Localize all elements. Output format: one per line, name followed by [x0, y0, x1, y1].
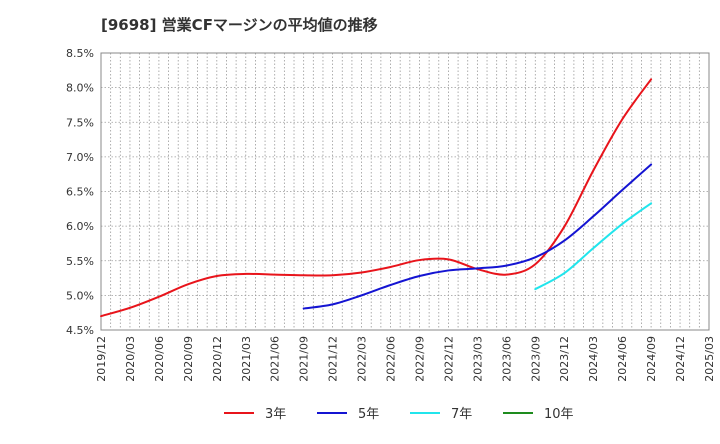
series-lines	[100, 78, 653, 318]
legend-label: 5年	[358, 407, 379, 422]
x-tick-label: 2024/03	[587, 336, 600, 382]
x-tick-label: 2022/03	[356, 336, 369, 382]
x-tick-label: 2024/12	[674, 336, 687, 382]
y-tick-label: 4.5%	[66, 324, 94, 337]
x-tick-label: 2021/03	[240, 336, 253, 382]
legend-label: 7年	[451, 407, 472, 422]
axes: 4.5% 5.0% 5.5% 6.0% 6.5% 7.0% 7.5% 8.0% 8.5% 2019…	[66, 47, 716, 382]
y-tick-label: 8.5%	[66, 47, 94, 60]
x-tick-label: 2023/12	[558, 336, 571, 382]
series-line-3	[534, 202, 653, 291]
chart-title: [9698] 営業CFマージンの平均値の推移	[101, 16, 378, 34]
x-tick-label: 2020/12	[211, 336, 224, 382]
x-tick-label: 2025/03	[703, 336, 716, 382]
y-tick-label: 5.5%	[66, 255, 94, 268]
x-tick-label: 2021/06	[269, 336, 282, 382]
x-tick-label: 2024/06	[616, 336, 629, 382]
plot-area	[101, 53, 709, 330]
x-tick-label: 2022/12	[442, 336, 455, 382]
x-tick-label: 2021/12	[327, 336, 340, 382]
series-line-1	[100, 78, 653, 318]
legend: 3年 5年 7年 10年	[224, 407, 574, 422]
y-tick-label: 6.5%	[66, 186, 94, 199]
legend-label: 10年	[544, 407, 574, 422]
y-tick-label: 5.0%	[66, 289, 94, 302]
y-tick-label: 7.5%	[66, 116, 94, 129]
x-tick-label: 2023/06	[500, 336, 513, 382]
x-tick-label: 2019/12	[95, 336, 108, 382]
x-tick-label: 2020/09	[182, 336, 195, 382]
x-tick-label: 2024/09	[645, 336, 658, 382]
series-line-2	[302, 163, 653, 310]
legend-label: 3年	[265, 407, 286, 422]
x-tick-label: 2022/09	[413, 336, 426, 382]
x-tick-label: 2022/06	[385, 336, 398, 382]
x-tick-label: 2020/06	[153, 336, 166, 382]
x-tick-label: 2023/09	[529, 336, 542, 382]
y-tick-label: 6.0%	[66, 220, 94, 233]
y-tick-label: 8.0%	[66, 82, 94, 95]
x-tick-label: 2020/03	[124, 336, 137, 382]
plot-frame	[100, 52, 710, 331]
x-tick-label: 2023/03	[471, 336, 484, 382]
y-tick-label: 7.0%	[66, 151, 94, 164]
grid-lines	[101, 52, 709, 331]
x-tick-label: 2021/09	[298, 336, 311, 382]
